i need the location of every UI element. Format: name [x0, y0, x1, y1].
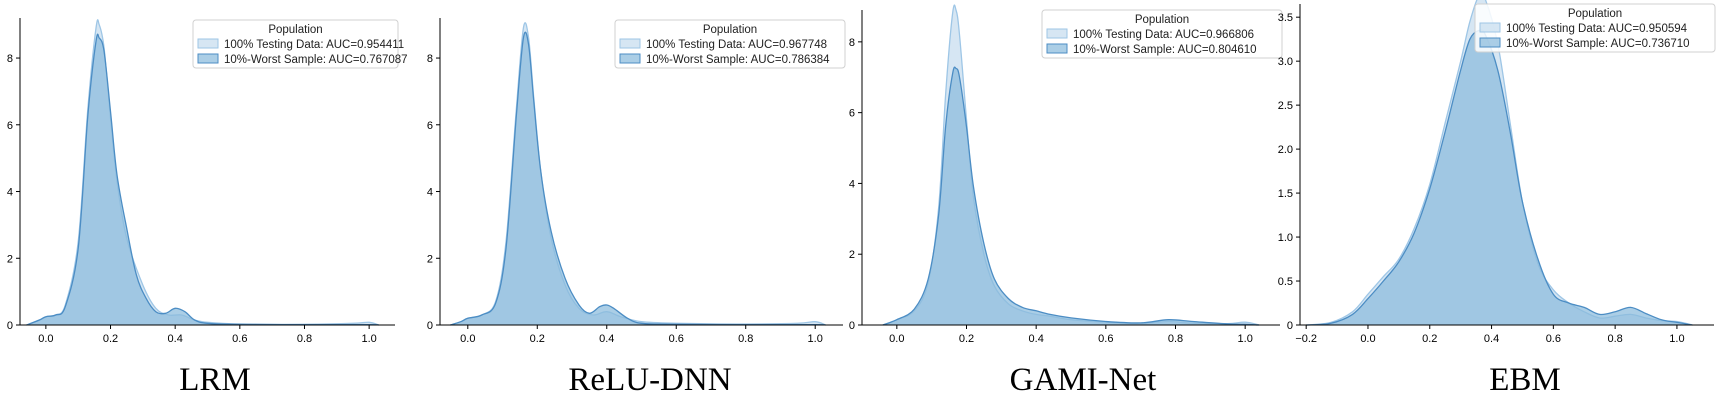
legend: Population 100% Testing Data: AUC=0.95059… [1474, 3, 1716, 53]
x-tick-label: 0.0 [460, 333, 475, 345]
y-tick-label: 1.5 [1278, 188, 1293, 200]
legend-swatch [197, 38, 219, 49]
legend-swatch [1046, 28, 1068, 39]
y-tick-label: 2.0 [1278, 144, 1293, 156]
legend-title: Population [268, 24, 322, 36]
y-tick-label: 8 [849, 37, 855, 49]
legend-swatch [1046, 43, 1068, 54]
x-tick-label: 0.0 [1360, 333, 1375, 345]
legend-box [1041, 9, 1283, 59]
legend-box [614, 19, 846, 69]
y-tick-label: 3.5 [1278, 12, 1293, 24]
x-tick-label: 0.0 [889, 333, 904, 345]
y-tick-label: 3.0 [1278, 56, 1293, 68]
panel-3: −0.2 0.0 0.2 0.4 0.6 0.8 1.0 0 0.5 1.0 1.5 2.0 2.5 3.… [1278, 0, 1716, 398]
y-tick-label: 6 [427, 120, 433, 132]
x-tick-label: 0.6 [232, 333, 247, 345]
y-tick-label: 2 [849, 249, 855, 261]
x-tick-label: 0.6 [1098, 333, 1113, 345]
panel-2: 0.0 0.2 0.4 0.6 0.8 1.0 0 2 4 6 8 Population 100% Te… [849, 4, 1283, 398]
y-tick-label: 1.0 [1278, 232, 1293, 244]
legend-title: Population [703, 24, 757, 36]
x-tick-label: 0.8 [1607, 333, 1622, 345]
x-tick-label: 0.2 [103, 333, 118, 345]
y-tick-label: 0 [1287, 320, 1293, 332]
legend-entry: 10%-Worst Sample: AUC=0.767087 [224, 54, 408, 66]
x-tick-label: 0.4 [168, 333, 183, 345]
legend-entry: 10%-Worst Sample: AUC=0.804610 [1073, 44, 1257, 56]
y-tick-label: 2 [7, 253, 13, 265]
panel-1: 0.0 0.2 0.4 0.6 0.8 1.0 0 2 4 6 8 Population 100% Te… [427, 18, 846, 398]
model-label: LRM [179, 362, 251, 398]
y-tick-label: 8 [7, 53, 13, 65]
legend-box [1474, 3, 1716, 53]
density-line-series-1 [450, 31, 826, 326]
x-tick-label: 0.0 [38, 333, 53, 345]
y-tick-label: 0 [427, 320, 433, 332]
x-tick-label: 0.2 [1422, 333, 1437, 345]
legend-title: Population [1135, 14, 1189, 26]
legend-entry: 100% Testing Data: AUC=0.954411 [224, 39, 404, 51]
x-tick-label: 0.2 [959, 333, 974, 345]
density-area-series-1 [882, 67, 1260, 325]
x-tick-label: 1.0 [808, 333, 823, 345]
y-tick-label: 0 [849, 320, 855, 332]
density-line-series-1 [26, 33, 379, 326]
legend-swatch [1479, 37, 1501, 48]
legend-entry: 100% Testing Data: AUC=0.966806 [1073, 29, 1254, 41]
x-tick-label: 1.0 [361, 333, 376, 345]
x-tick-label: 0.6 [669, 333, 684, 345]
legend-entry: 100% Testing Data: AUC=0.950594 [1506, 23, 1688, 35]
model-label: EBM [1489, 362, 1561, 398]
legend-title: Population [1568, 8, 1622, 20]
y-tick-label: 2 [427, 253, 433, 265]
density-area-series-1 [450, 32, 826, 325]
x-tick-label: 0.8 [297, 333, 312, 345]
legend: Population 100% Testing Data: AUC=0.96680… [1041, 9, 1283, 59]
density-line-series-1 [1306, 29, 1693, 326]
legend-entry: 100% Testing Data: AUC=0.967748 [646, 39, 827, 51]
legend: Population 100% Testing Data: AUC=0.96774… [614, 19, 846, 69]
y-tick-label: 4 [849, 178, 855, 190]
x-tick-label: 1.0 [1669, 333, 1684, 345]
y-tick-label: 0.5 [1278, 276, 1293, 288]
density-area-series-1 [26, 34, 379, 326]
density-line-series-1 [882, 66, 1260, 326]
y-tick-label: 4 [7, 187, 13, 199]
legend: Population 100% Testing Data: AUC=0.95441… [192, 19, 408, 69]
x-tick-label: 0.4 [599, 333, 614, 345]
y-tick-label: 0 [7, 320, 13, 332]
legend-swatch [619, 53, 641, 64]
legend-swatch [197, 53, 219, 64]
y-tick-label: 6 [7, 120, 13, 132]
x-tick-label: 0.8 [738, 333, 753, 345]
x-tick-label: −0.2 [1295, 333, 1317, 345]
x-tick-label: 0.4 [1029, 333, 1044, 345]
x-tick-label: 0.6 [1546, 333, 1561, 345]
legend-swatch [1479, 22, 1501, 33]
legend-box [192, 19, 399, 69]
model-label: GAMI-Net [1010, 362, 1157, 398]
x-tick-label: 0.8 [1168, 333, 1183, 345]
y-tick-label: 8 [427, 53, 433, 65]
y-tick-label: 6 [849, 108, 855, 120]
x-tick-label: 0.4 [1484, 333, 1499, 345]
model-label: ReLU-DNN [568, 362, 731, 398]
density-area-series-1 [1306, 29, 1693, 325]
x-tick-label: 0.2 [530, 333, 545, 345]
y-tick-label: 4 [427, 187, 433, 199]
legend-swatch [619, 38, 641, 49]
legend-entry: 10%-Worst Sample: AUC=0.786384 [646, 54, 830, 66]
panel-0: 0.0 0.2 0.4 0.6 0.8 1.0 0 2 4 6 8 Population 100% Te… [7, 18, 408, 398]
x-tick-label: 1.0 [1238, 333, 1253, 345]
y-tick-label: 2.5 [1278, 100, 1293, 112]
legend-entry: 10%-Worst Sample: AUC=0.736710 [1506, 38, 1690, 50]
